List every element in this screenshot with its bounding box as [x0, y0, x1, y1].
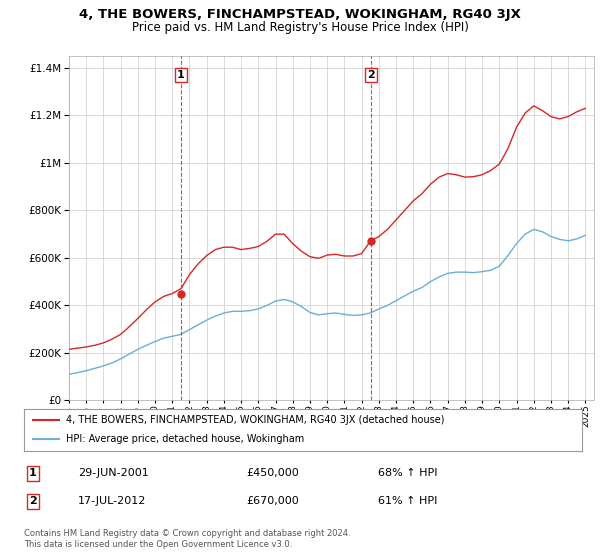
Text: 29-JUN-2001: 29-JUN-2001: [78, 468, 149, 478]
Text: 2: 2: [367, 70, 375, 80]
Text: 1: 1: [177, 70, 185, 80]
Text: 4, THE BOWERS, FINCHAMPSTEAD, WOKINGHAM, RG40 3JX (detached house): 4, THE BOWERS, FINCHAMPSTEAD, WOKINGHAM,…: [66, 415, 445, 425]
Text: HPI: Average price, detached house, Wokingham: HPI: Average price, detached house, Woki…: [66, 435, 304, 445]
Text: 4, THE BOWERS, FINCHAMPSTEAD, WOKINGHAM, RG40 3JX: 4, THE BOWERS, FINCHAMPSTEAD, WOKINGHAM,…: [79, 8, 521, 21]
Text: 68% ↑ HPI: 68% ↑ HPI: [378, 468, 437, 478]
Text: 2: 2: [29, 496, 37, 506]
Text: Contains HM Land Registry data © Crown copyright and database right 2024.
This d: Contains HM Land Registry data © Crown c…: [24, 529, 350, 549]
Text: 1: 1: [29, 468, 37, 478]
Text: 17-JUL-2012: 17-JUL-2012: [78, 496, 146, 506]
Text: £450,000: £450,000: [246, 468, 299, 478]
Text: 61% ↑ HPI: 61% ↑ HPI: [378, 496, 437, 506]
Text: Price paid vs. HM Land Registry's House Price Index (HPI): Price paid vs. HM Land Registry's House …: [131, 21, 469, 34]
Text: £670,000: £670,000: [246, 496, 299, 506]
